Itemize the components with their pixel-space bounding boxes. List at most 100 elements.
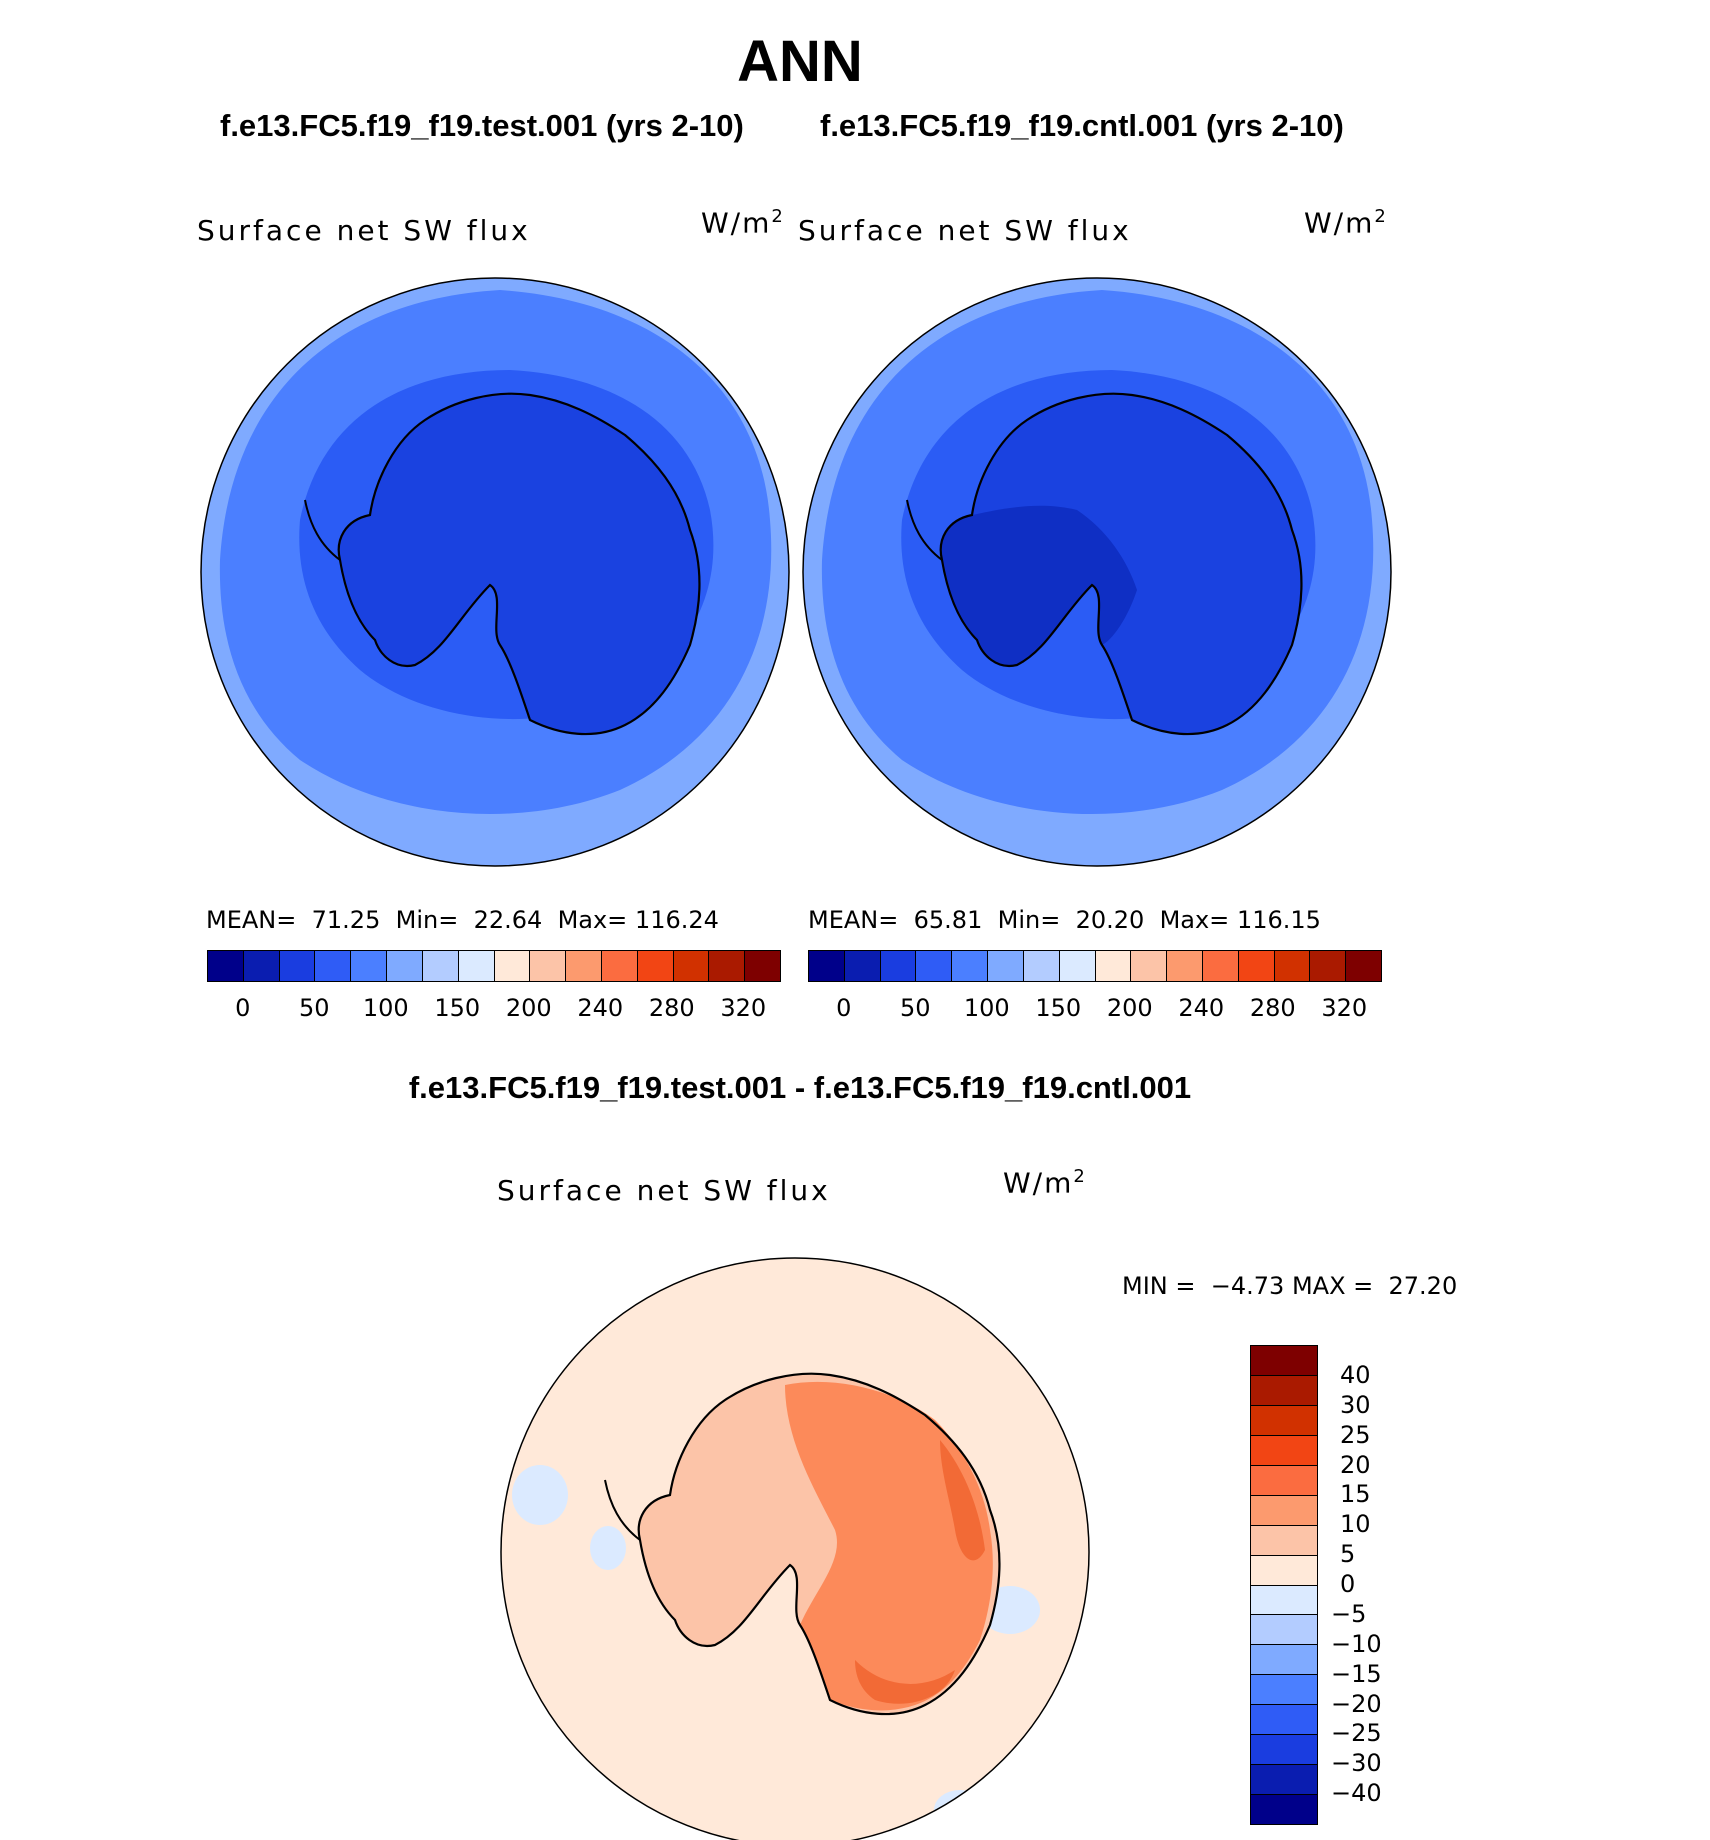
diff-colorbar: [1250, 1345, 1318, 1825]
colorbar-tick-label: 50: [899, 994, 931, 1022]
colorbar-swatch: [988, 951, 1024, 981]
colorbar-tick-label: 320: [1321, 994, 1368, 1022]
colorbar-swatch: [1238, 951, 1275, 981]
colorbar-tick-label: −20: [1331, 1689, 1382, 1718]
diff-hot-patch-1: [940, 1440, 985, 1561]
colorbar-swatch: [637, 951, 674, 981]
colorbar-tick-label: 320: [720, 994, 767, 1022]
cntl-map: [803, 278, 1391, 866]
colorbar-tick-label: 240: [577, 994, 624, 1022]
test-colorbar: [207, 950, 781, 982]
colorbar-tick-label: 150: [1035, 994, 1082, 1022]
colorbar-tick-label: 100: [963, 994, 1010, 1022]
colorbar-swatch: [1251, 1735, 1317, 1766]
colorbar-tick-label: 25: [1340, 1420, 1371, 1449]
colorbar-tick-label: 0: [1340, 1570, 1356, 1598]
colorbar-swatch: [566, 951, 602, 981]
colorbar-swatch: [601, 951, 638, 981]
colorbar-swatch: [1251, 1375, 1317, 1406]
diff-min-max: MIN = −4.73 MAX = 27.20: [1122, 1272, 1458, 1300]
colorbar-swatch: [1251, 1465, 1317, 1496]
diff-title: f.e13.FC5.f19_f19.test.001 - f.e13.FC5.f…: [408, 1070, 1192, 1105]
colorbar-swatch: [1251, 1765, 1317, 1796]
colorbar-swatch: [1251, 1435, 1317, 1466]
colorbar-swatch: [673, 951, 710, 981]
colorbar-swatch: [1167, 951, 1203, 981]
colorbar-swatch: [422, 951, 459, 981]
colorbar-swatch: [1251, 1525, 1317, 1556]
diff-units-label: W/m2: [1003, 1166, 1085, 1200]
colorbar-tick-label: −5: [1331, 1599, 1367, 1628]
colorbar-swatch: [880, 951, 917, 981]
test-map: [201, 278, 789, 866]
colorbar-swatch: [1131, 951, 1168, 981]
diff-neg-patch-1: [512, 1465, 568, 1525]
colorbar-swatch: [1023, 951, 1060, 981]
colorbar-tick-label: 280: [1249, 994, 1296, 1022]
colorbar-swatch: [1251, 1495, 1317, 1526]
colorbar-swatch: [243, 951, 280, 981]
test-units-label: W/m2: [701, 206, 783, 240]
colorbar-tick-label: −15: [1331, 1659, 1382, 1688]
colorbar-swatch: [1251, 1585, 1317, 1616]
colorbar-tick-label: 150: [434, 994, 481, 1022]
colorbar-swatch: [1310, 951, 1347, 981]
colorbar-swatch: [1274, 951, 1311, 981]
cntl-deep-region: [940, 505, 1137, 666]
colorbar-tick-label: −25: [1331, 1719, 1382, 1748]
colorbar-tick-label: 200: [505, 994, 552, 1022]
cntl-variable-label: Surface net SW flux: [798, 214, 1132, 247]
colorbar-tick-label: 15: [1340, 1480, 1371, 1509]
colorbar-swatch: [745, 951, 780, 981]
colorbar-swatch: [844, 951, 881, 981]
colorbar-swatch: [1251, 1615, 1317, 1646]
colorbar-swatch: [1251, 1555, 1317, 1586]
colorbar-tick-label: 20: [1340, 1450, 1371, 1479]
colorbar-swatch: [494, 951, 531, 981]
colorbar-swatch: [1346, 951, 1381, 981]
cntl-stats: MEAN= 65.81 Min= 20.20 Max= 116.15: [808, 906, 1321, 934]
colorbar-swatch: [530, 951, 567, 981]
diff-neg-patch-4: [590, 1526, 626, 1570]
colorbar-swatch: [458, 951, 495, 981]
colorbar-swatch: [351, 951, 388, 981]
colorbar-tick-label: 0: [836, 994, 852, 1022]
colorbar-swatch: [1251, 1645, 1317, 1676]
colorbar-swatch: [1202, 951, 1239, 981]
cntl-colorbar: [808, 950, 1382, 982]
diff-variable-label: Surface net SW flux: [497, 1174, 831, 1207]
colorbar-swatch: [1059, 951, 1096, 981]
colorbar-tick-label: 200: [1106, 994, 1153, 1022]
test-variable-label: Surface net SW flux: [197, 214, 531, 247]
colorbar-swatch: [1251, 1405, 1317, 1436]
colorbar-tick-label: 240: [1178, 994, 1225, 1022]
test-case-title: f.e13.FC5.f19_f19.test.001 (yrs 2-10): [220, 108, 744, 143]
colorbar-tick-label: 5: [1340, 1540, 1356, 1569]
colorbar-tick-label: 0: [235, 994, 251, 1022]
colorbar-tick-label: 50: [298, 994, 330, 1022]
colorbar-tick-label: 30: [1340, 1390, 1371, 1419]
colorbar-tick-label: 280: [648, 994, 695, 1022]
colorbar-tick-label: −30: [1331, 1749, 1382, 1778]
plot-title: ANN: [737, 29, 863, 94]
colorbar-swatch: [1095, 951, 1132, 981]
colorbar-tick-label: 100: [362, 994, 409, 1022]
colorbar-swatch: [279, 951, 316, 981]
colorbar-swatch: [208, 951, 244, 981]
cntl-units-label: W/m2: [1304, 206, 1386, 240]
colorbar-swatch: [1251, 1675, 1317, 1706]
colorbar-tick-label: 40: [1340, 1360, 1371, 1389]
colorbar-swatch: [1251, 1795, 1317, 1824]
colorbar-swatch: [315, 951, 352, 981]
colorbar-swatch: [952, 951, 989, 981]
colorbar-tick-label: −10: [1331, 1629, 1382, 1658]
colorbar-swatch: [916, 951, 953, 981]
diff-hot-patch-2: [855, 1660, 955, 1704]
colorbar-swatch: [809, 951, 845, 981]
cntl-case-title: f.e13.FC5.f19_f19.cntl.001 (yrs 2-10): [820, 108, 1344, 143]
colorbar-swatch: [1251, 1346, 1317, 1376]
colorbar-tick-label: 10: [1340, 1510, 1371, 1539]
colorbar-swatch: [709, 951, 746, 981]
colorbar-swatch: [387, 951, 423, 981]
